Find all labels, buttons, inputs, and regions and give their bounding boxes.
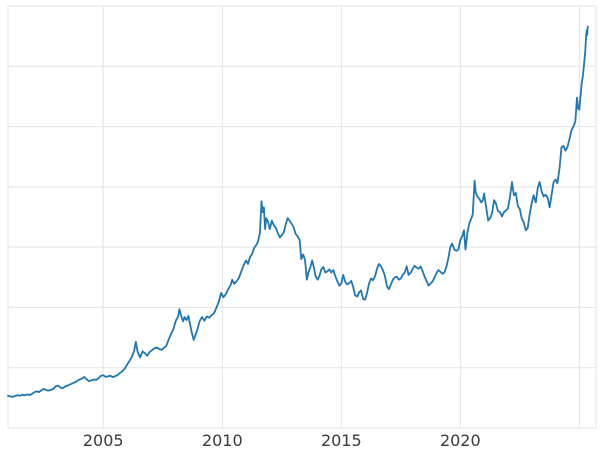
x-tick-label: 2020: [440, 431, 481, 450]
x-tick-label: 2005: [83, 431, 124, 450]
x-tick-label: 2010: [202, 431, 243, 450]
plot-border: [7, 5, 597, 429]
x-tick-label: 2015: [321, 431, 362, 450]
price-series-line: [7, 25, 589, 398]
